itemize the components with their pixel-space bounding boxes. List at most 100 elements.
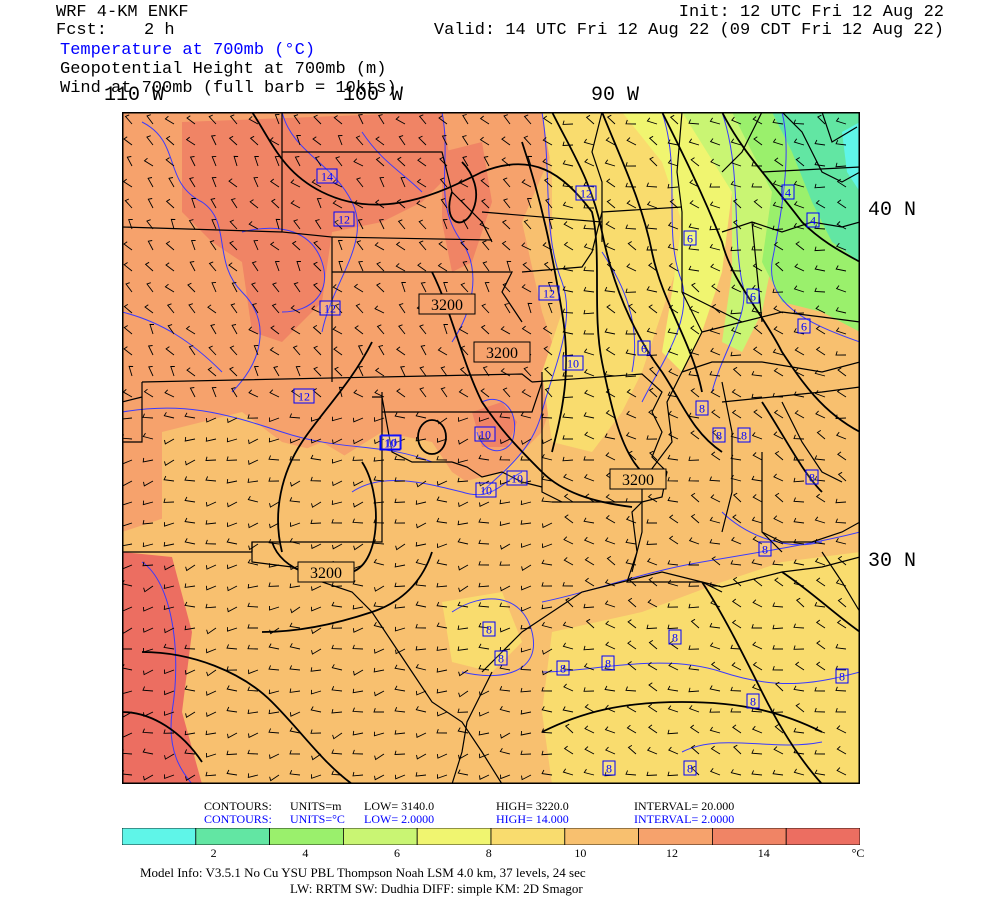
wind-barb (142, 432, 154, 440)
wind-barb (295, 366, 301, 377)
wind-barb (793, 391, 805, 398)
wind-barb (211, 387, 217, 398)
wind-barb (814, 183, 826, 189)
wind-barb (459, 366, 469, 377)
wind-barb (207, 304, 217, 314)
height-label: 3200 (418, 293, 476, 315)
wind-barb (479, 690, 490, 697)
init-time: Init: 12 UTC Fri 12 Aug 22 (678, 3, 944, 22)
wind-barb (416, 480, 427, 488)
wind-barb (628, 450, 637, 461)
wind-barb (373, 731, 385, 737)
wind-barb (355, 303, 364, 314)
colorbar-segment (785, 828, 860, 845)
wind-barb (646, 771, 658, 776)
wind-barb (268, 709, 280, 715)
wind-barb (270, 198, 280, 209)
wind-barb (814, 749, 826, 755)
wind-barb (774, 724, 784, 734)
wind-barb (499, 521, 511, 526)
wind-barb (604, 537, 616, 545)
wind-barb (373, 558, 385, 566)
wind-barb (478, 622, 490, 629)
wind-barb (667, 243, 679, 251)
wind-barb (584, 746, 595, 755)
wind-barb (669, 199, 679, 209)
wind-barb (502, 387, 511, 398)
wind-barb (583, 412, 595, 419)
wind-barb (543, 177, 553, 188)
wind-barb (310, 454, 322, 461)
svg-text:4: 4 (810, 214, 816, 228)
wind-barb (690, 492, 700, 503)
wind-barb (815, 410, 826, 419)
wind-barb (142, 413, 154, 419)
wind-barb (583, 768, 595, 776)
wind-barb (503, 198, 511, 209)
wind-barb (667, 579, 679, 587)
wind-barb (730, 707, 742, 713)
wind-barb (541, 769, 553, 776)
wind-barb (442, 219, 448, 230)
wind-barb (375, 157, 385, 167)
wind-barb (481, 240, 490, 251)
wind-barb (500, 543, 511, 550)
temp-fill-yellow-east (542, 112, 702, 452)
wind-barb (311, 753, 322, 761)
wind-barb (562, 413, 574, 419)
wind-barb (334, 219, 343, 230)
weather-map: 3200 3200 3200 3200 14 12 12 12 12 10 10 10 10 12… (122, 112, 860, 784)
wind-barb (646, 327, 658, 335)
wind-barb (625, 224, 637, 230)
wind-barb (835, 265, 847, 272)
wind-barb (353, 389, 364, 398)
wind-barb (815, 346, 826, 356)
colorbar-tick-label: 12 (666, 846, 679, 860)
wind-barb (332, 732, 343, 740)
wind-barb (793, 517, 805, 524)
wind-barb (210, 324, 217, 335)
wind-barb (149, 324, 154, 335)
wind-barb (605, 641, 616, 650)
wind-barb (584, 158, 595, 167)
wind-barb (247, 624, 258, 629)
temperature-label: 4 (806, 212, 820, 228)
wind-barb (605, 137, 616, 146)
wind-barb (311, 179, 322, 188)
wind-barb (520, 500, 532, 506)
wind-barb (310, 438, 322, 444)
wind-barb (268, 437, 280, 443)
wind-barb (646, 351, 658, 357)
wind-barb (123, 304, 133, 314)
temperature-label: 10 (475, 482, 497, 498)
wind-barb (226, 685, 238, 692)
wind-barb (165, 157, 175, 167)
wind-barb (353, 669, 364, 676)
wind-barb (188, 219, 196, 230)
wind-barb (775, 681, 784, 692)
wind-barb (669, 114, 679, 125)
colorbar-tick-label: 4 (302, 846, 309, 860)
wind-barb (292, 345, 301, 356)
wind-barb (268, 665, 280, 671)
wind-barb (817, 114, 826, 125)
wind-barb (462, 219, 469, 230)
wind-barb (795, 703, 805, 713)
wind-barb (436, 646, 448, 651)
wind-barb (415, 663, 427, 671)
wind-barb (415, 601, 427, 608)
wind-barb (142, 542, 154, 548)
wind-barb (394, 774, 406, 780)
wind-barb (415, 581, 427, 587)
wind-barb (331, 664, 343, 671)
wind-barb (521, 774, 532, 781)
wind-barb (521, 438, 532, 445)
wind-barb (543, 346, 553, 356)
wind-barb (711, 304, 721, 314)
wind-barb (436, 622, 448, 629)
wind-barb (605, 242, 616, 251)
wind-barb (772, 708, 784, 713)
wind-barb (648, 640, 658, 650)
wind-barb (689, 179, 700, 188)
wind-barb (184, 583, 196, 588)
